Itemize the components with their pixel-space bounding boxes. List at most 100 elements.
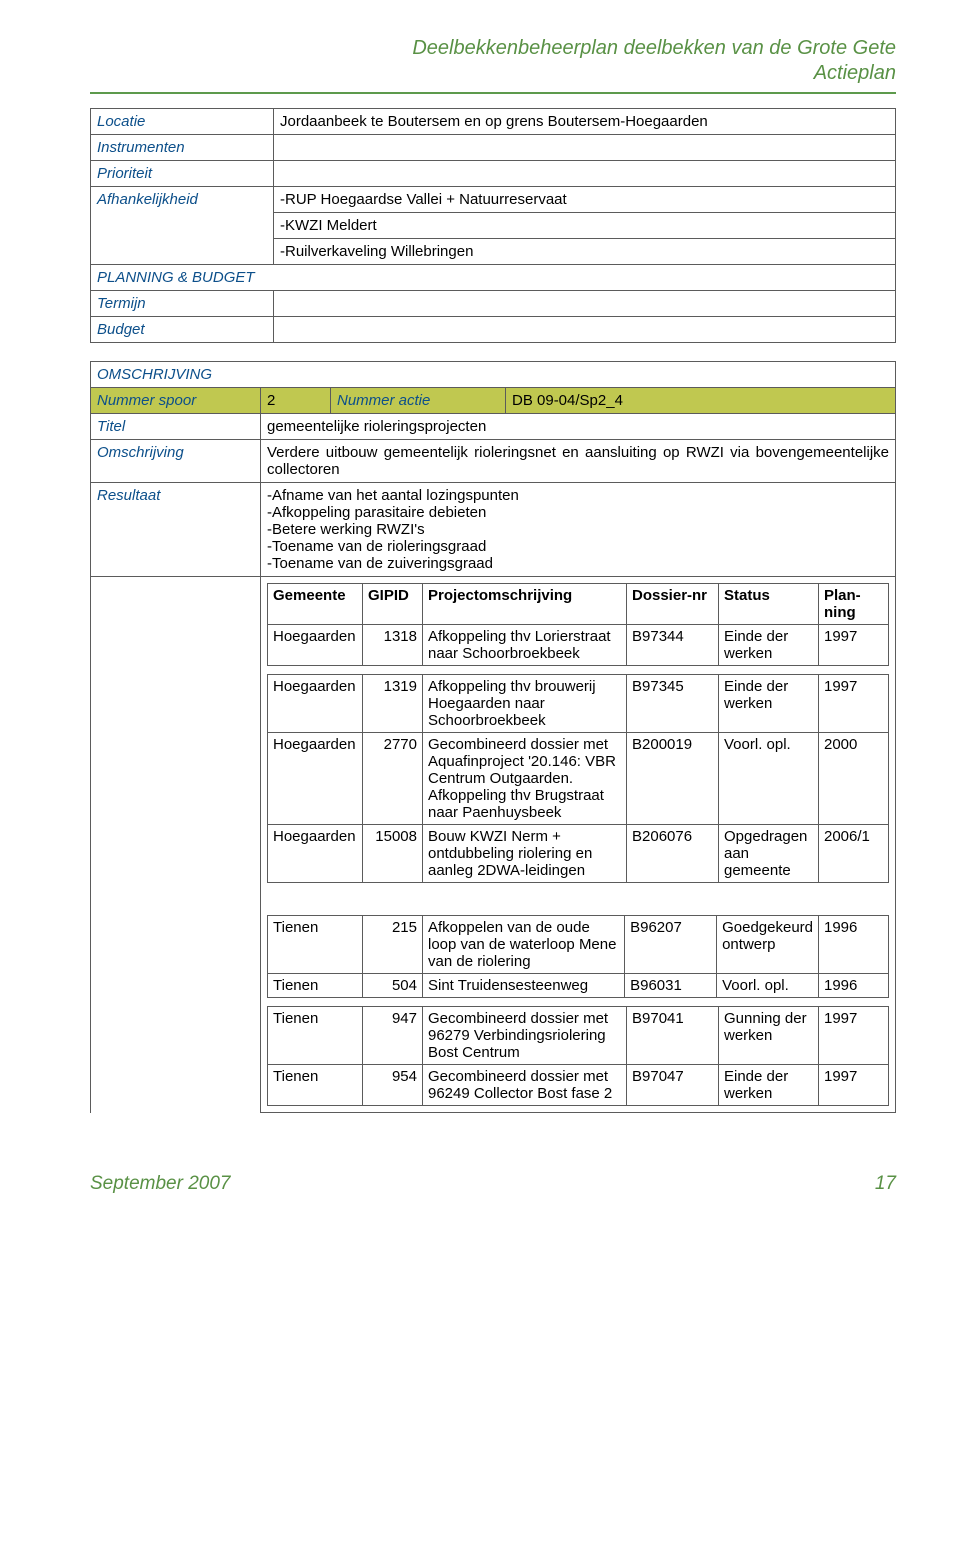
afh-line3: -Ruilverkaveling Willebringen (274, 239, 896, 265)
label-termijn: Termijn (91, 291, 274, 317)
cell: 215 (363, 916, 423, 974)
th-gipid: GIPID (363, 584, 423, 625)
cell: 2000 (819, 733, 889, 825)
omschrijving-table: OMSCHRIJVING Nummer spoor 2 Nummer actie… (90, 361, 896, 1113)
cell: B96207 (625, 916, 717, 974)
resultaat-l1: -Afname van het aantal lozingspunten (267, 487, 889, 504)
resultaat-l3: -Betere werking RWZI's (267, 521, 889, 538)
label-resultaat: Resultaat (91, 483, 261, 577)
cell: B97345 (627, 675, 719, 733)
doc-header: Deelbekkenbeheerplan deelbekken van de G… (90, 36, 896, 86)
cell: 1319 (363, 675, 423, 733)
footer-date: September 2007 (90, 1173, 231, 1195)
cell: B97344 (627, 625, 719, 666)
resultaat-l5: -Toename van de zuiveringsgraad (267, 555, 889, 572)
location-table: Locatie Jordaanbeek te Boutersem en op g… (90, 108, 896, 343)
afh-line1: -RUP Hoegaardse Vallei + Natuurreservaat (274, 187, 896, 213)
val-omschrijving: Verdere uitbouw gemeentelijk rioleringsn… (261, 440, 896, 483)
cell: 1997 (819, 675, 889, 733)
label-nummer-actie: Nummer actie (331, 388, 506, 414)
cell: 504 (363, 974, 423, 998)
label-budget: Budget (91, 317, 274, 343)
cell: B97041 (627, 1007, 719, 1065)
cell: B206076 (627, 825, 719, 883)
cell: Gecombineerd dossier met 96279 Verbindin… (423, 1007, 627, 1065)
cell: 1996 (819, 974, 889, 998)
value-termijn (274, 291, 896, 317)
cell: Tienen (268, 1065, 363, 1106)
title-divider (90, 92, 896, 94)
resultaat-l4: -Toename van de rioleringsgraad (267, 538, 889, 555)
label-locatie: Locatie (91, 109, 274, 135)
tienen-table-1: Tienen215Afkoppelen van de oude loop van… (267, 915, 889, 998)
afh-line2: -KWZI Meldert (274, 213, 896, 239)
header-line1: Deelbekkenbeheerplan deelbekken van de G… (90, 36, 896, 61)
cell: Einde der werken (719, 1065, 819, 1106)
cell: 954 (363, 1065, 423, 1106)
table-row: Hoegaarden1319Afkoppeling thv brouwerij … (268, 675, 889, 733)
label-omschrijving: Omschrijving (91, 440, 261, 483)
cell: Gecombineerd dossier met 96249 Collector… (423, 1065, 627, 1106)
table-row: Tienen215Afkoppelen van de oude loop van… (268, 916, 889, 974)
table-row: Hoegaarden 1318 Afkoppeling thv Lorierst… (268, 625, 889, 666)
cell: B96031 (625, 974, 717, 998)
table-row: Tienen504Sint TruidensesteenwegB96031Voo… (268, 974, 889, 998)
tienen-table-2: Tienen947Gecombineerd dossier met 96279 … (267, 1006, 889, 1106)
label-titel: Titel (91, 414, 261, 440)
th-gemeente: Gemeente (268, 584, 363, 625)
value-prioriteit (274, 161, 896, 187)
cell: 15008 (363, 825, 423, 883)
cell: Tienen (268, 974, 363, 998)
cell: Hoegaarden (268, 825, 363, 883)
hoegaarden-table-1: Gemeente GIPID Projectomschrijving Dossi… (267, 583, 889, 666)
table-row: Hoegaarden2770Gecombineerd dossier met A… (268, 733, 889, 825)
cell: Goedgekeurd ontwerp (717, 916, 819, 974)
th-status: Status (719, 584, 819, 625)
cell: Gecombineerd dossier met Aquafinproject … (423, 733, 627, 825)
th-proj: Projectomschrijving (423, 584, 627, 625)
label-instrumenten: Instrumenten (91, 135, 274, 161)
value-instrumenten (274, 135, 896, 161)
cell: B200019 (627, 733, 719, 825)
cell: Tienen (268, 916, 363, 974)
val-resultaat: -Afname van het aantal lozingspunten -Af… (261, 483, 896, 577)
val-nummer-actie: DB 09-04/Sp2_4 (506, 388, 896, 414)
cell: Hoegaarden (268, 675, 363, 733)
table-row: Hoegaarden15008Bouw KWZI Nerm + ontdubbe… (268, 825, 889, 883)
cell: 1997 (819, 1007, 889, 1065)
th-doss: Dossier-nr (627, 584, 719, 625)
cell: 1318 (363, 625, 423, 666)
cell: Gunning der werken (719, 1007, 819, 1065)
cell: B97047 (627, 1065, 719, 1106)
val-nummer-spoor: 2 (261, 388, 331, 414)
footer-page: 17 (875, 1173, 896, 1195)
table-row: Tienen947Gecombineerd dossier met 96279 … (268, 1007, 889, 1065)
cell: 2770 (363, 733, 423, 825)
label-afhankelijkheid: Afhankelijkheid (91, 187, 274, 265)
cell: Hoegaarden (268, 733, 363, 825)
value-locatie: Jordaanbeek te Boutersem en op grens Bou… (274, 109, 896, 135)
cell: Voorl. opl. (717, 974, 819, 998)
cell: Voorl. opl. (719, 733, 819, 825)
th-plan: Plan-ning (819, 584, 889, 625)
hoegaarden-table-2: Hoegaarden1319Afkoppeling thv brouwerij … (267, 674, 889, 883)
header-line2: Actieplan (90, 61, 896, 86)
cell: Afkoppelen van de oude loop van de water… (423, 916, 625, 974)
table-row: Tienen954Gecombineerd dossier met 96249 … (268, 1065, 889, 1106)
label-prioriteit: Prioriteit (91, 161, 274, 187)
cell: 1997 (819, 625, 889, 666)
cell: Bouw KWZI Nerm + ontdubbeling riolering … (423, 825, 627, 883)
cell: 2006/1 (819, 825, 889, 883)
label-nummer-spoor: Nummer spoor (91, 388, 261, 414)
omschrijving-header: OMSCHRIJVING (91, 362, 896, 388)
cell: 947 (363, 1007, 423, 1065)
page-footer: September 2007 17 (90, 1173, 896, 1195)
page: Deelbekkenbeheerplan deelbekken van de G… (0, 0, 960, 1235)
cell: 1997 (819, 1065, 889, 1106)
cell: Einde der werken (719, 675, 819, 733)
label-planning-budget: PLANNING & BUDGET (91, 265, 896, 291)
cell: Sint Truidensesteenweg (423, 974, 625, 998)
cell: Afkoppeling thv Lorierstraat naar Schoor… (423, 625, 627, 666)
resultaat-l2: -Afkoppeling parasitaire debieten (267, 504, 889, 521)
val-titel: gemeentelijke rioleringsprojecten (261, 414, 896, 440)
